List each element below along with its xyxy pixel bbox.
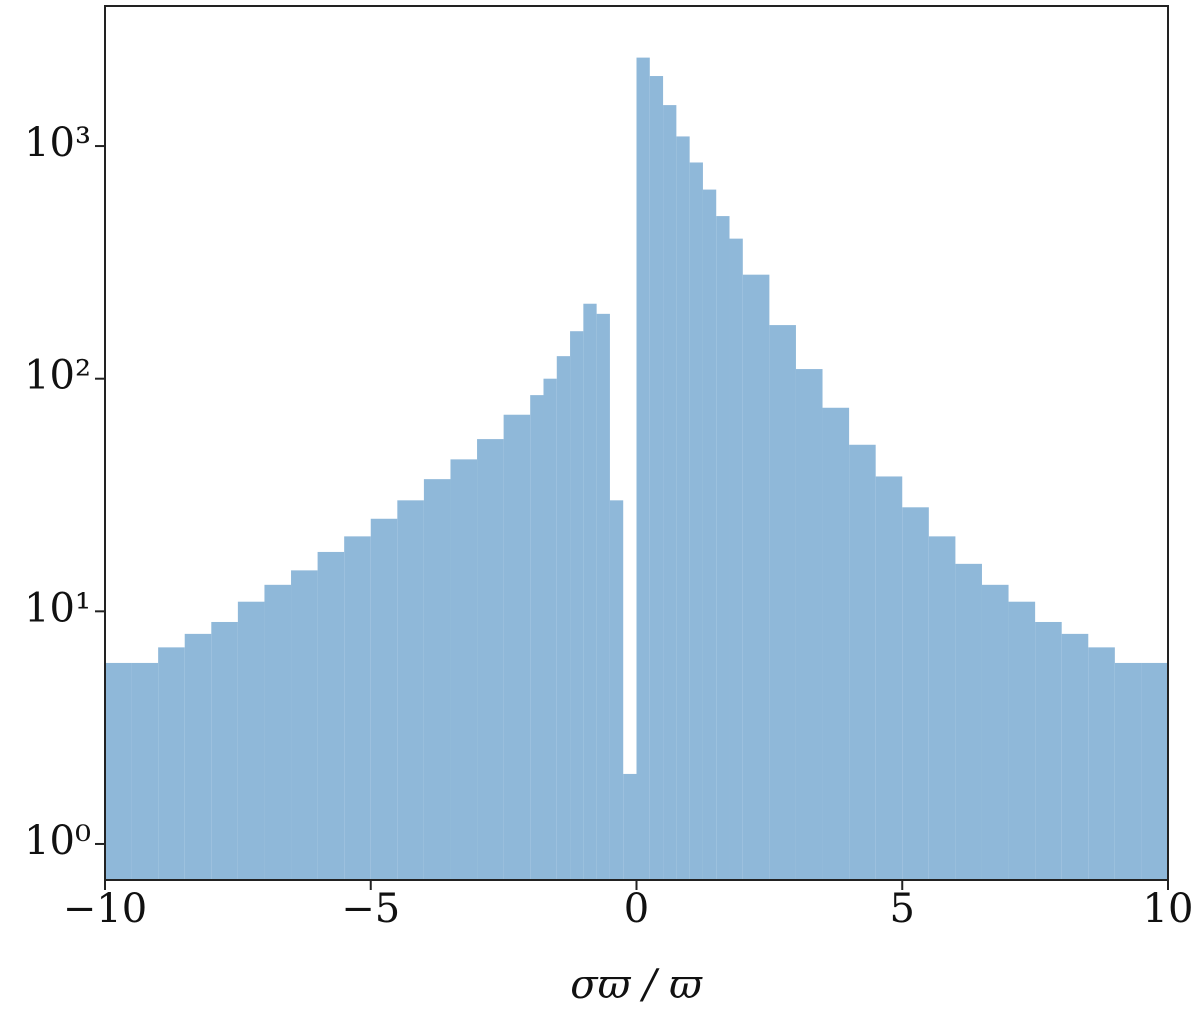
bar [450,459,478,880]
bar [849,444,876,880]
bar [184,633,212,880]
bar [663,105,677,880]
bar [543,378,557,880]
bar [928,536,956,880]
bar [211,621,238,880]
bar [264,584,292,880]
bar [291,570,318,880]
bar [981,584,1009,880]
bar [1008,601,1036,880]
bar [158,647,185,880]
bar [397,500,424,880]
y-tick-label: 10² [24,353,91,399]
bar [1061,633,1089,880]
x-tick-label: 0 [624,886,649,932]
x-tick-label: −10 [63,886,147,932]
bar [556,356,571,880]
bar [623,773,637,880]
bar [649,76,664,881]
bar [955,563,982,880]
bar [477,439,504,880]
bar [702,189,717,880]
bar [729,238,743,881]
bar [1088,647,1115,880]
y-tick-label: 10³ [24,120,91,166]
bar [317,551,345,880]
bar [689,162,703,880]
bar [105,662,132,880]
bar [1035,621,1062,880]
bar [795,369,823,880]
bar [769,325,796,880]
bar [742,274,770,880]
bar [503,414,531,880]
bar [583,303,597,880]
bar [636,57,650,880]
bar [822,407,850,880]
x-tick-label: −5 [341,886,400,932]
bar [237,601,265,880]
bar [596,313,610,881]
bar [423,479,451,880]
bar [1114,662,1142,880]
bar [131,662,159,880]
bar [344,536,371,880]
bar [370,518,398,880]
bar [570,331,584,880]
x-tick-label: 5 [890,886,915,932]
bar [676,136,690,880]
bar [902,507,929,880]
y-tick-label: 10¹ [24,585,91,631]
y-tick-label: 10⁰ [24,818,91,864]
bar [716,216,730,880]
bar [875,476,903,880]
bar [530,395,544,880]
x-axis-label: σϖ / ϖ [570,962,703,1008]
bar [1141,662,1168,880]
bar [609,500,624,880]
x-tick-label: 10 [1143,886,1194,932]
